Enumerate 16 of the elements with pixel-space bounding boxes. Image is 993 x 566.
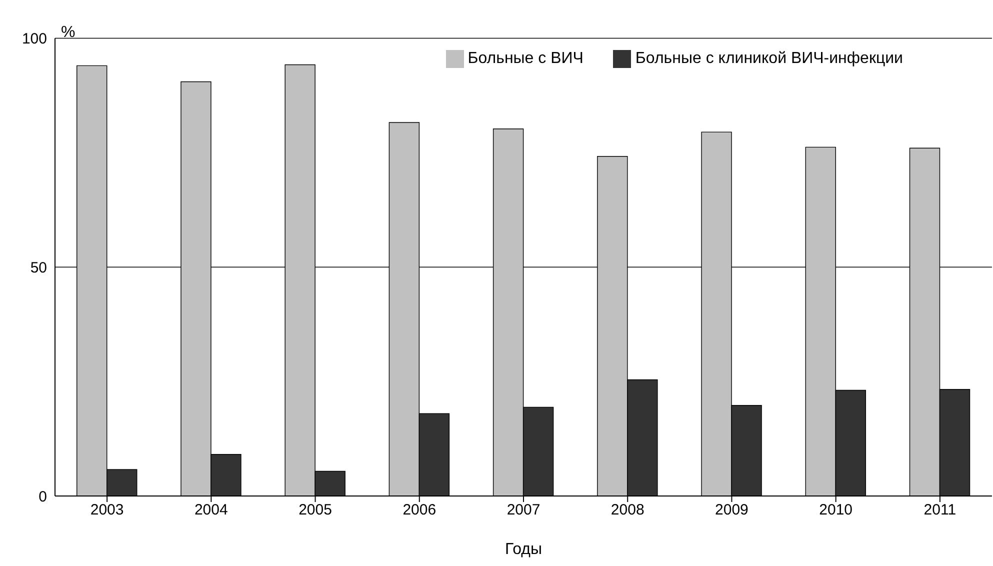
x-tick-label: 2008 [610,502,644,519]
x-tick-label: 2010 [819,502,853,519]
x-tick-label: 2004 [194,502,228,519]
y-tick-label: 50 [30,259,47,276]
x-tick-label: 2007 [506,502,540,519]
x-axis-title: Годы [505,541,542,558]
x-tick-label: 2009 [715,502,748,519]
x-tick-label: 2011 [924,502,956,519]
legend-label: Больные с ВИЧ [468,50,584,68]
x-tick-label: 2005 [298,502,332,519]
x-tick-label: 2003 [90,502,124,519]
y-tick-label: 0 [38,488,47,506]
legend-label: Больные с клиникой ВИЧ-инфекции [635,50,903,68]
y-axis-title: % [61,24,76,42]
y-tick-label: 100 [22,30,47,48]
x-tick-label: 2006 [402,502,436,519]
